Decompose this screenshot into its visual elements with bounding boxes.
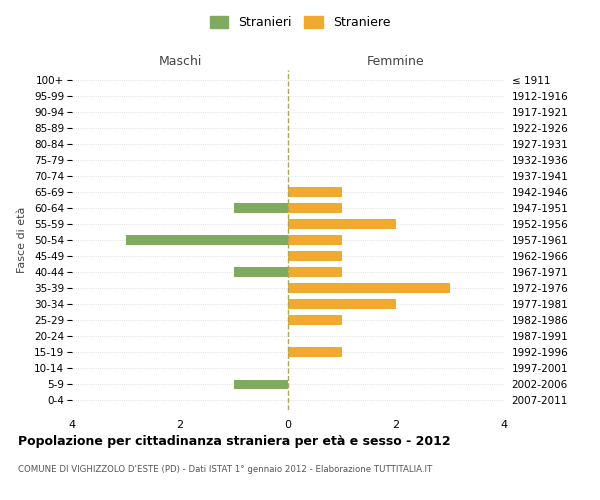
- Bar: [288, 300, 396, 309]
- Bar: [288, 235, 342, 245]
- Y-axis label: Fasce di età: Fasce di età: [17, 207, 27, 273]
- Bar: [288, 187, 342, 196]
- Text: Popolazione per cittadinanza straniera per età e sesso - 2012: Popolazione per cittadinanza straniera p…: [18, 435, 451, 448]
- Bar: [288, 348, 342, 357]
- Bar: [288, 284, 450, 293]
- Text: Maschi: Maschi: [158, 56, 202, 68]
- Bar: [288, 316, 342, 325]
- Bar: [234, 380, 288, 389]
- Bar: [126, 235, 288, 245]
- Bar: [234, 268, 288, 277]
- Bar: [288, 203, 342, 212]
- Bar: [288, 251, 342, 261]
- Legend: Stranieri, Straniere: Stranieri, Straniere: [205, 11, 395, 34]
- Bar: [234, 203, 288, 212]
- Text: Femmine: Femmine: [367, 56, 425, 68]
- Bar: [288, 268, 342, 277]
- Text: COMUNE DI VIGHIZZOLO D'ESTE (PD) - Dati ISTAT 1° gennaio 2012 - Elaborazione TUT: COMUNE DI VIGHIZZOLO D'ESTE (PD) - Dati …: [18, 465, 432, 474]
- Bar: [288, 219, 396, 229]
